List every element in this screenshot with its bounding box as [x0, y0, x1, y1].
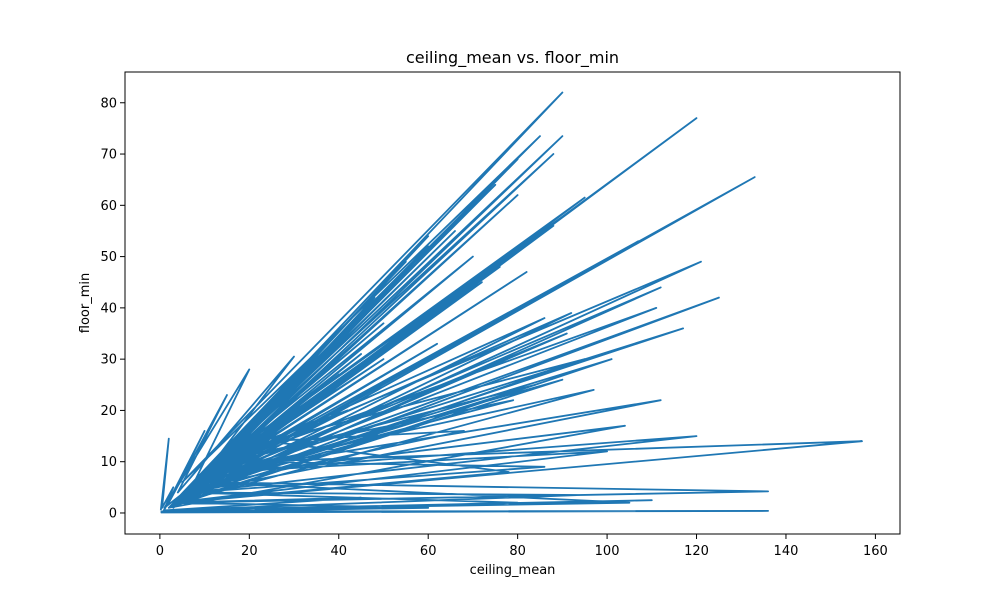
- y-tick-label: 60: [100, 199, 117, 214]
- y-tick-label: 70: [100, 148, 117, 163]
- y-tick-label: 20: [100, 404, 117, 419]
- x-tick-label: 60: [420, 544, 437, 559]
- x-axis-label: ceiling_mean: [470, 563, 556, 578]
- x-axis: 0 20 40 60 80 100 120 140 160: [156, 534, 888, 559]
- x-tick-label: 160: [863, 544, 888, 559]
- x-tick-label: 80: [509, 544, 526, 559]
- y-axis: 0 10 20 30 40 50 60 70 80: [100, 96, 125, 521]
- x-tick-label: 40: [330, 544, 347, 559]
- series-line-0: [159, 91, 863, 514]
- y-tick-label: 10: [100, 455, 117, 470]
- plot-frame: [124, 71, 901, 535]
- x-tick-label: 20: [241, 544, 258, 559]
- y-axis-label: floor_min: [78, 273, 93, 333]
- chart-title: ceiling_mean vs. floor_min: [406, 48, 619, 68]
- x-tick-label: 100: [595, 544, 620, 559]
- y-tick-label: 80: [100, 96, 117, 111]
- y-tick-label: 30: [100, 353, 117, 368]
- y-tick-label: 0: [109, 506, 117, 521]
- y-tick-label: 40: [100, 301, 117, 316]
- x-tick-label: 0: [156, 544, 164, 559]
- plot-area: [159, 91, 863, 514]
- y-tick-label: 50: [100, 250, 117, 265]
- x-tick-label: 120: [684, 544, 709, 559]
- x-tick-label: 140: [774, 544, 799, 559]
